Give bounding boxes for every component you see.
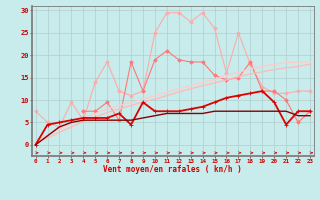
X-axis label: Vent moyen/en rafales ( kn/h ): Vent moyen/en rafales ( kn/h ) — [103, 165, 242, 174]
